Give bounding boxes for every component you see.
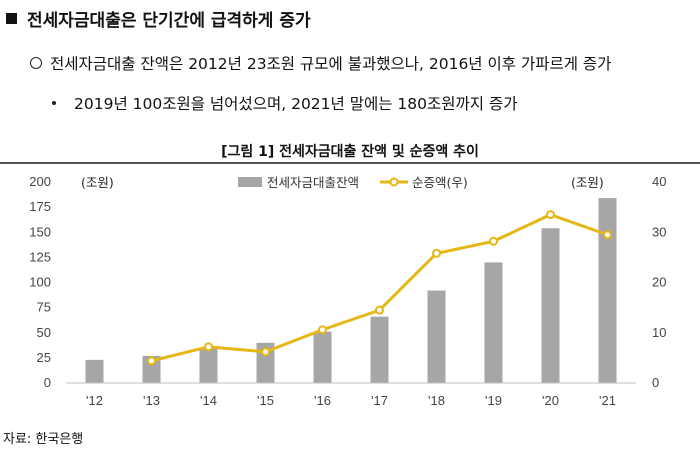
line-series (147, 210, 612, 366)
x-tick-label: '13 (143, 393, 160, 408)
bullet-point-1-text: 전세자금대출 잔액은 2012년 23조원 규모에 불과했으나, 2016년 이… (50, 55, 612, 73)
bullet-point-2: 2019년 100조원을 넘어섰으며, 2021년 말에는 180조원까지 증가 (52, 92, 518, 114)
y-left-tick-label: 200 (29, 174, 51, 189)
x-tick-label: '19 (485, 393, 502, 408)
y-left-tick-label: 150 (29, 224, 51, 239)
line-point (546, 210, 555, 220)
section-heading: 전세자금대출은 단기간에 급격하게 증가 (6, 6, 311, 31)
y-left-tick-label: 100 (29, 275, 51, 290)
x-tick-label: '18 (428, 393, 445, 408)
legend-bar-label: 전세자금대출잔액 (267, 175, 359, 190)
y-left-tick-label: 25 (37, 350, 51, 365)
x-tick-label: '17 (371, 393, 388, 408)
line-point (489, 236, 498, 246)
y-right-unit-label: (조원) (571, 175, 604, 190)
line-point (147, 356, 156, 366)
y-left-tick-label: 75 (37, 300, 51, 315)
legend-bar-swatch (238, 177, 262, 187)
bar-series (85, 198, 617, 383)
y-left-tick-label: 0 (44, 375, 51, 390)
line-point (603, 230, 612, 240)
section-heading-text: 전세자금대출은 단기간에 급격하게 증가 (27, 11, 311, 31)
x-tick-label: '14 (200, 393, 217, 408)
bar (85, 359, 104, 383)
bar (427, 290, 446, 383)
legend-line-marker (389, 177, 399, 187)
y-right-tick-label: 0 (652, 375, 659, 390)
source-note: 자료: 한국은행 (3, 432, 84, 447)
bullet-point-1: 전세자금대출 잔액은 2012년 23조원 규모에 불과했으나, 2016년 이… (30, 52, 611, 74)
y-left-tick-label: 125 (29, 249, 51, 264)
line-point (261, 347, 270, 357)
legend-line-label: 순증액(우) (412, 175, 468, 190)
y-left-tick-label: 175 (29, 199, 51, 214)
x-tick-label: '20 (542, 393, 559, 408)
hollow-circle-bullet-icon (30, 57, 42, 69)
line-point (432, 248, 441, 258)
bar (541, 228, 560, 383)
bar (199, 348, 218, 383)
bar (484, 262, 503, 383)
y-left-unit-label: (조원) (81, 175, 114, 190)
line-point (318, 325, 327, 335)
line-point (375, 305, 384, 315)
dot-bullet-icon (52, 101, 56, 105)
figure-title-rule (0, 162, 700, 164)
x-tick-label: '16 (314, 393, 331, 408)
bar (370, 316, 389, 383)
bar (598, 198, 617, 383)
y-left-tick-label: 50 (37, 325, 51, 340)
y-right-tick-label: 20 (652, 275, 666, 290)
y-right-tick-label: 40 (652, 174, 666, 189)
y-right-tick-label: 30 (652, 224, 666, 239)
x-tick-label: '12 (86, 393, 103, 408)
loan-chart: 0 25 50 75 100 125 150 175 200 0 10 20 30 40 '12 '13 '14… (29, 174, 666, 408)
axes: 0 25 50 75 100 125 150 175 200 0 10 20 30 40 '12 '13 '14… (29, 174, 666, 408)
heading-square-icon (6, 13, 17, 24)
x-tick-label: '15 (257, 393, 274, 408)
bullet-point-2-text: 2019년 100조원을 넘어섰으며, 2021년 말에는 180조원까지 증가 (74, 95, 518, 113)
bar (142, 355, 161, 383)
legend: 전세자금대출잔액 순증액(우) (238, 175, 468, 190)
x-tick-label: '21 (599, 393, 616, 408)
bar (313, 331, 332, 383)
y-right-tick-label: 10 (652, 325, 666, 340)
line-point (204, 342, 213, 352)
figure-title: [그림 1] 전세자금대출 잔액 및 순증액 추이 (221, 144, 479, 160)
